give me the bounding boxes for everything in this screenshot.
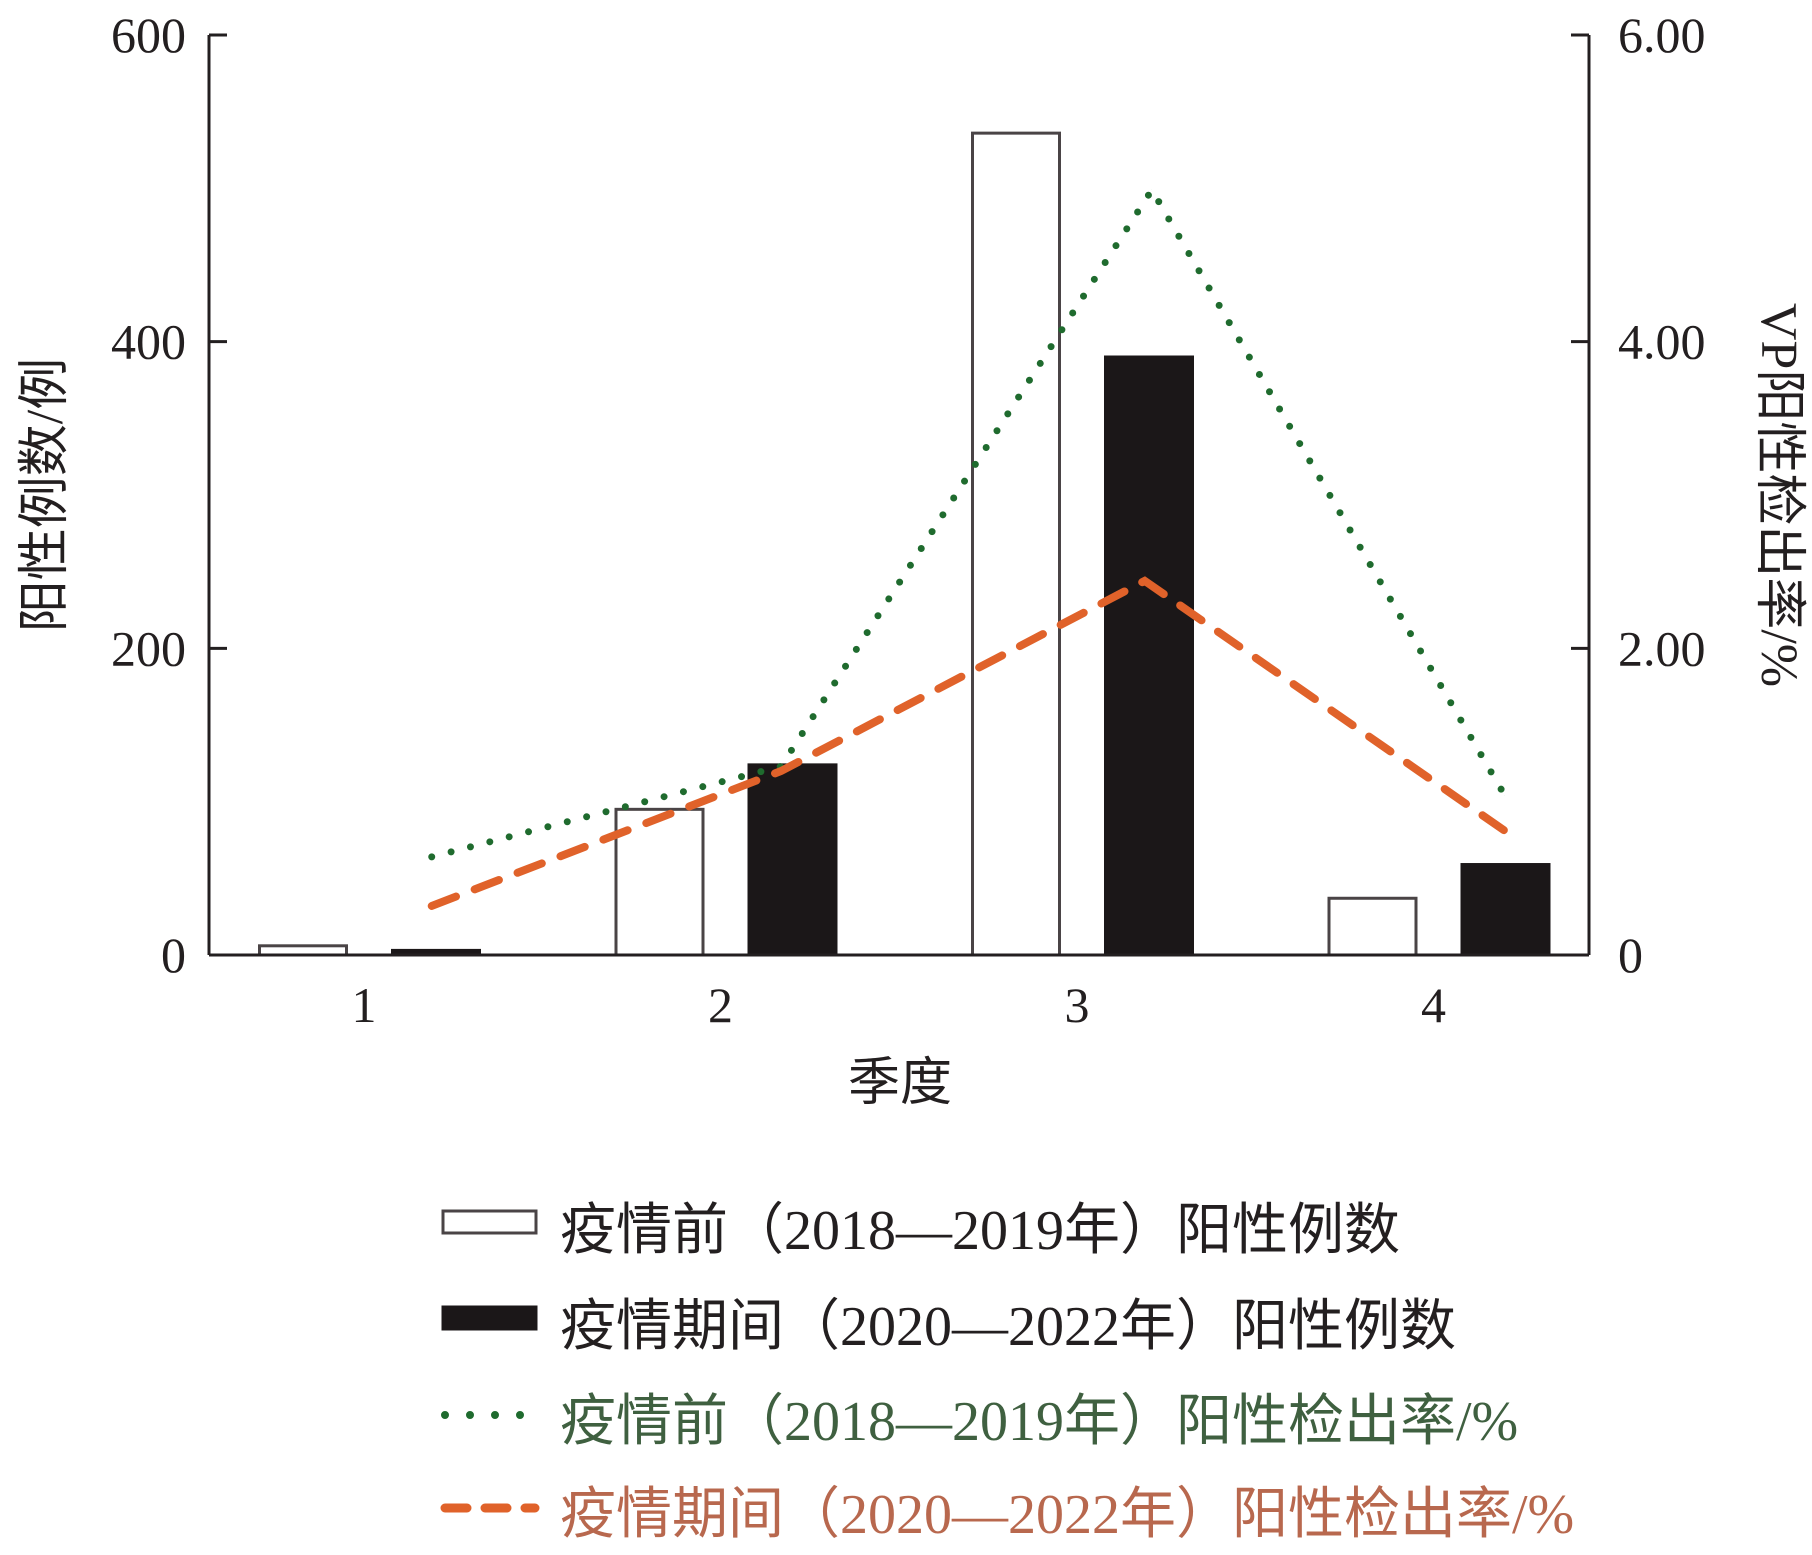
line-pre-rate (428, 183, 1509, 861)
bar-during-q4 (1460, 863, 1551, 957)
x-tick-label: 1 (352, 977, 377, 1033)
x-tick-label: 3 (1065, 977, 1090, 1033)
y2-tick-label: 2.00 (1618, 620, 1706, 676)
bar-pre-q2 (614, 807, 705, 957)
legend-label: 疫情期间（2020—2022年）阳性例数 (560, 1296, 1456, 1358)
legend-label: 疫情前（2018—2019年）阳性例数 (560, 1200, 1400, 1262)
legend-label: 疫情期间（2020—2022年）阳性检出率/% (560, 1484, 1574, 1546)
y2-tick-label: 4.00 (1618, 314, 1706, 370)
y-tick-label: 0 (161, 927, 186, 983)
y-axis-label: 阳性例数/例 (17, 358, 74, 632)
legend-swatch-pre-count (441, 1209, 538, 1235)
legend-label: 疫情前（2018—2019年）阳性检出率/% (560, 1391, 1518, 1453)
x-tick-label: 2 (708, 977, 733, 1033)
x-tick-label: 4 (1421, 977, 1446, 1033)
y2-tick-label: 0 (1618, 927, 1643, 983)
y2-axis-label: VP阳性检出率/% (1750, 303, 1807, 687)
bar-pre-q3 (971, 131, 1061, 957)
y-tick-label: 200 (111, 620, 186, 676)
legend-swatch-during-count (441, 1305, 538, 1331)
x-axis-label: 季度 (848, 1055, 952, 1112)
bar-during-q2 (747, 763, 838, 957)
y2-tick-label: 6.00 (1618, 7, 1706, 63)
line-during-rate (427, 576, 1509, 910)
y-tick-label: 400 (111, 314, 186, 370)
bar-during-q3 (1104, 355, 1194, 957)
bar-pre-q4 (1327, 896, 1418, 957)
y-tick-label: 600 (111, 7, 186, 63)
